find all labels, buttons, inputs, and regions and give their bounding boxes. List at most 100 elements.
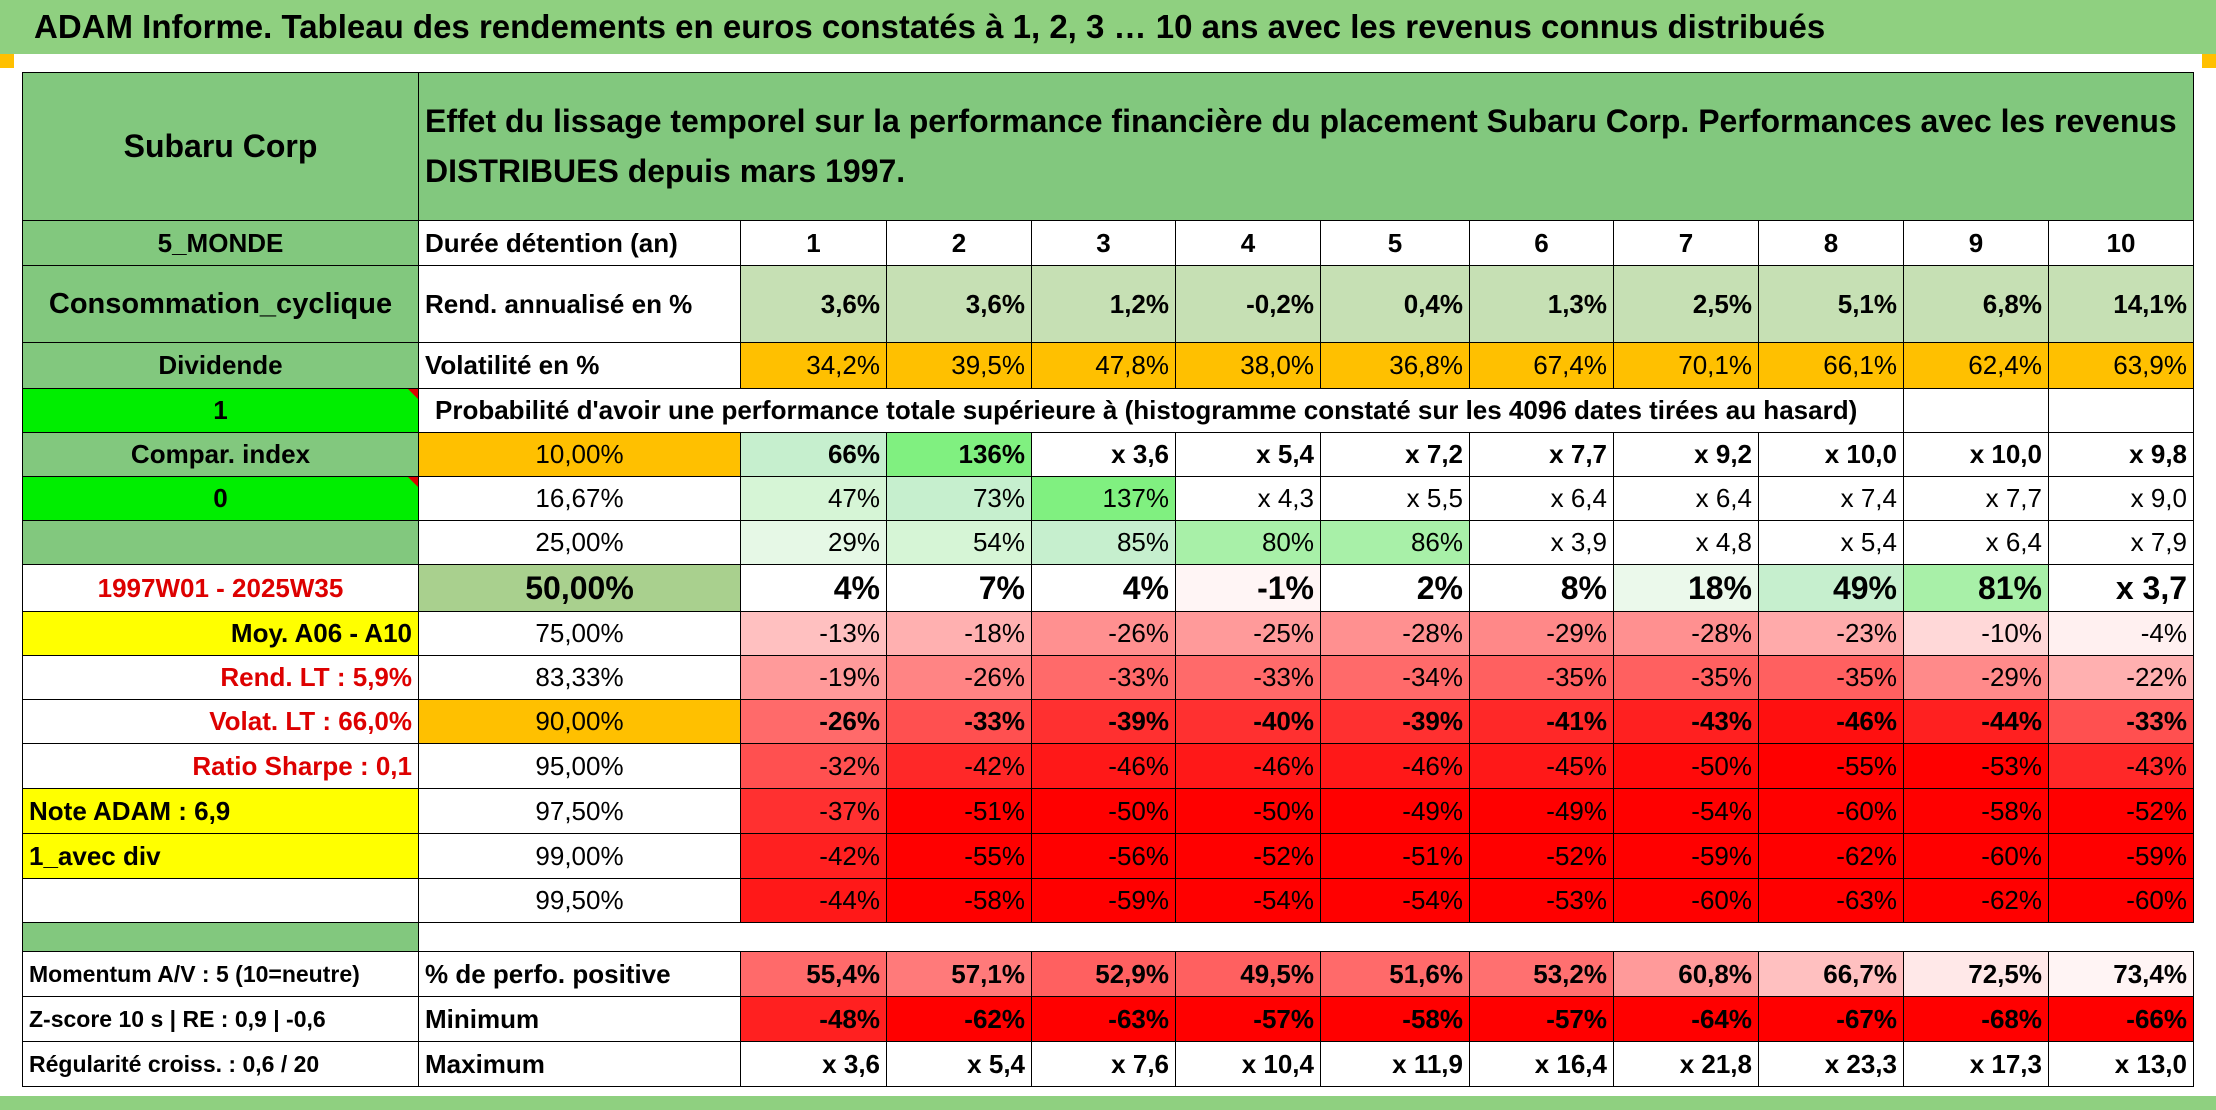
maximum-label: Maximum [418, 1041, 741, 1087]
rend-cell: 6,8% [1903, 265, 2049, 343]
quantile-cell: 29% [740, 520, 887, 565]
percentile-label: 75,00% [418, 611, 741, 656]
report-title: ADAM Informe. Tableau des rendements en … [0, 0, 2216, 54]
quantile-cell: -63% [1758, 878, 1904, 923]
maximum-cell: x 10,4 [1175, 1041, 1321, 1087]
quantile-cell: -60% [2048, 878, 2194, 923]
maximum-cell: x 17,3 [1903, 1041, 2049, 1087]
quantile-cell: -39% [1031, 699, 1176, 744]
quantile-cell: -23% [1758, 611, 1904, 656]
quantile-cell: 47% [740, 476, 887, 521]
quantile-cell: 81% [1903, 564, 2049, 612]
quantile-cell: 66% [740, 432, 887, 477]
quantile-cell: -10% [1903, 611, 2049, 656]
positive-cell: 53,2% [1469, 951, 1614, 997]
quantile-cell: -43% [1613, 699, 1759, 744]
positive-cell: 66,7% [1758, 951, 1904, 997]
year-cell: 9 [1903, 220, 2049, 266]
quantile-cell: -62% [1758, 833, 1904, 879]
quantile-cell: x 3,6 [1031, 432, 1176, 477]
quantile-cell: -46% [1320, 743, 1470, 789]
quantile-cell: x 5,5 [1320, 476, 1470, 521]
minimum-cell: -64% [1613, 996, 1759, 1042]
momentum-label: Momentum A/V : 5 (10=neutre) [22, 951, 419, 997]
quantile-cell: -41% [1469, 699, 1614, 744]
maximum-cell: x 11,9 [1320, 1041, 1470, 1087]
green-spacer [22, 520, 419, 565]
rend-cell: 5,1% [1758, 265, 1904, 343]
quantile-cell: 2% [1320, 564, 1470, 612]
quantile-cell: -55% [886, 833, 1032, 879]
quantile-cell: -1% [1175, 564, 1321, 612]
quantile-cell: 85% [1031, 520, 1176, 565]
positive-cell: 55,4% [740, 951, 887, 997]
quantile-cell: -56% [1031, 833, 1176, 879]
quantile-cell: -55% [1758, 743, 1904, 789]
quantile-cell: -54% [1320, 878, 1470, 923]
rend-cell: 1,3% [1469, 265, 1614, 343]
quantile-cell: -53% [1903, 743, 2049, 789]
maximum-cell: x 7,6 [1031, 1041, 1176, 1087]
vol-cell: 63,9% [2048, 342, 2194, 389]
table-body: Subaru Corp Effet du lissage temporel su… [22, 72, 2194, 1087]
rend-cell: 3,6% [886, 265, 1032, 343]
quantile-cell: x 4,3 [1175, 476, 1321, 521]
maximum-cell: x 23,3 [1758, 1041, 1904, 1087]
minimum-cell: -66% [2048, 996, 2194, 1042]
minimum-label: Minimum [418, 996, 741, 1042]
year-cell: 2 [886, 220, 1032, 266]
vol-cell: 36,8% [1320, 342, 1470, 389]
corner-mark-left [0, 54, 14, 68]
minimum-cell: -68% [1903, 996, 2049, 1042]
positive-cell: 51,6% [1320, 951, 1470, 997]
quantile-cell: x 3,7 [2048, 564, 2194, 612]
empty-left-cell [22, 878, 419, 923]
quantile-cell: -45% [1469, 743, 1614, 789]
percentile-label: 97,50% [418, 788, 741, 834]
quantile-cell: -34% [1320, 655, 1470, 700]
note-label: Note ADAM : 6,9 [22, 788, 419, 834]
returns-table: Subaru Corp Effet du lissage temporel su… [22, 72, 2194, 1087]
quantile-cell: -50% [1175, 788, 1321, 834]
quantile-cell: -4% [2048, 611, 2194, 656]
quantile-cell: 7% [886, 564, 1032, 612]
vol-cell: 66,1% [1758, 342, 1904, 389]
rend-cell: 1,2% [1031, 265, 1176, 343]
quantile-cell: x 9,0 [2048, 476, 2194, 521]
quantile-cell: x 10,0 [1903, 432, 2049, 477]
positive-cell: 52,9% [1031, 951, 1176, 997]
quantile-cell: 4% [740, 564, 887, 612]
rend-cell: 0,4% [1320, 265, 1470, 343]
quantile-cell: -49% [1469, 788, 1614, 834]
vol-cell: 62,4% [1903, 342, 2049, 389]
quantile-cell: -33% [1175, 655, 1321, 700]
maximum-cell: x 13,0 [2048, 1041, 2194, 1087]
year-cell: 6 [1469, 220, 1614, 266]
avec-div-label: 1_avec div [22, 833, 419, 879]
maximum-cell: x 5,4 [886, 1041, 1032, 1087]
quantile-cell: -54% [1175, 878, 1321, 923]
quantile-cell: -58% [886, 878, 1032, 923]
empty-cell [1903, 388, 2049, 433]
quantile-cell: -52% [1175, 833, 1321, 879]
quantile-cell: -59% [1613, 833, 1759, 879]
quantile-cell: -59% [1031, 878, 1176, 923]
year-cell: 5 [1320, 220, 1470, 266]
percentile-label: 99,00% [418, 833, 741, 879]
sharpe-label: Ratio Sharpe : 0,1 [22, 743, 419, 789]
quantile-cell: -25% [1175, 611, 1321, 656]
percentile-label: 25,00% [418, 520, 741, 565]
quantile-cell: x 7,7 [1903, 476, 2049, 521]
positive-cell: 73,4% [2048, 951, 2194, 997]
zscore-label: Z-score 10 s | RE : 0,9 | -0,6 [22, 996, 419, 1042]
quantile-cell: x 9,2 [1613, 432, 1759, 477]
quantile-cell: -51% [1320, 833, 1470, 879]
vol-cell: 70,1% [1613, 342, 1759, 389]
rend-cell: -0,2% [1175, 265, 1321, 343]
quantile-cell: x 7,2 [1320, 432, 1470, 477]
positive-label: % de perfo. positive [418, 951, 741, 997]
quantile-cell: 137% [1031, 476, 1176, 521]
quantile-cell: -33% [1031, 655, 1176, 700]
dividend-label: Dividende [22, 342, 419, 389]
percentile-label: 50,00% [418, 564, 741, 612]
